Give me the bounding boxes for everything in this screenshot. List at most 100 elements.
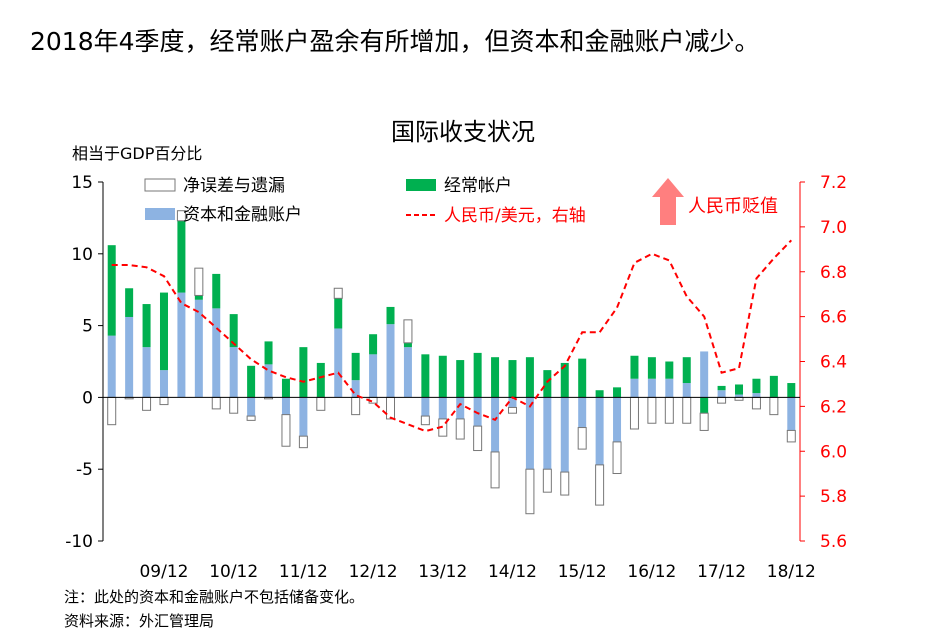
bar-errors-omissions xyxy=(647,396,657,424)
y-ticks: 15 10 5 0 -5 -10 xyxy=(65,173,103,552)
bar-current-account xyxy=(107,245,116,336)
y-tick-label: -5 xyxy=(76,460,93,480)
x-tick-label: 18/12 xyxy=(767,562,816,582)
bar-errors-omissions xyxy=(560,471,570,496)
bar-current-account xyxy=(752,378,761,394)
bar-capital-financial xyxy=(334,328,343,398)
bar-errors-omissions xyxy=(211,396,221,410)
y-tick-label: 0 xyxy=(82,388,93,408)
up-arrow-icon xyxy=(652,178,684,225)
bar-current-account xyxy=(647,357,656,379)
y-tick-label: 5 xyxy=(82,317,93,337)
legend-label-errors: 净误差与遗漏 xyxy=(183,176,285,196)
y2-tick-label: 6.2 xyxy=(820,397,847,417)
bar-capital-financial xyxy=(700,351,709,398)
bar-capital-financial xyxy=(630,378,639,398)
x-tick-label: 12/12 xyxy=(349,562,398,582)
bar-capital-financial xyxy=(194,299,203,398)
bar-current-account xyxy=(229,314,238,348)
bar-errors-omissions xyxy=(682,396,692,424)
bar-capital-financial xyxy=(735,394,744,398)
bar-current-account xyxy=(525,357,534,398)
bar-errors-omissions xyxy=(281,414,291,447)
bar-current-account xyxy=(421,354,430,398)
bar-errors-omissions xyxy=(473,425,483,452)
bar-capital-financial xyxy=(369,354,378,398)
bar-errors-omissions xyxy=(769,396,779,416)
y-axis-label: 相当于GDP百分比 xyxy=(72,144,203,163)
bar-current-account xyxy=(177,220,186,293)
bar-capital-financial xyxy=(142,347,151,398)
bar-current-account xyxy=(142,304,151,348)
bar-current-account xyxy=(264,341,273,365)
y2-tick-label: 6.6 xyxy=(820,308,847,328)
bar-current-account xyxy=(159,292,168,371)
bar-capital-financial xyxy=(212,308,221,398)
y-tick-label: -10 xyxy=(65,532,93,552)
bar-errors-omissions xyxy=(595,464,605,506)
chart-title: 国际收支状况 xyxy=(391,118,535,146)
y2-tick-label: 6.4 xyxy=(820,353,847,373)
bar-current-account xyxy=(560,362,569,398)
source-note: 资料来源：外汇管理局 xyxy=(64,612,215,630)
headline: 2018年4季度，经常账户盈余有所增加，但资本和金融账户减少。 xyxy=(30,27,760,56)
bar-errors-omissions xyxy=(298,435,308,449)
bar-current-account xyxy=(247,365,256,398)
legend-swatch-capital xyxy=(145,208,175,220)
x-tick-label: 16/12 xyxy=(627,562,676,582)
axes-layer xyxy=(102,182,801,541)
bar-current-account xyxy=(665,361,674,379)
y2-tick-label: 7.2 xyxy=(820,173,847,193)
bar-current-account xyxy=(438,355,447,398)
bar-errors-omissions xyxy=(699,412,709,431)
bar-capital-financial xyxy=(125,316,134,398)
y2-tick-label: 6.0 xyxy=(820,442,847,462)
bar-errors-omissions xyxy=(176,210,186,222)
bar-errors-omissions xyxy=(612,441,622,475)
bar-errors-omissions xyxy=(542,468,552,493)
x-tick-label: 13/12 xyxy=(418,562,467,582)
y2-tick-label: 5.8 xyxy=(820,487,847,507)
depreciation-annotation: 人民币贬值 xyxy=(652,178,778,225)
bar-current-account xyxy=(735,384,744,395)
x-tick-label: 15/12 xyxy=(558,562,607,582)
bar-errors-omissions xyxy=(751,396,761,410)
bar-errors-omissions xyxy=(386,396,396,420)
bar-errors-omissions xyxy=(455,418,465,440)
bar-capital-financial xyxy=(595,397,604,465)
bar-capital-financial xyxy=(281,397,290,415)
bar-current-account xyxy=(299,347,308,398)
bar-current-account xyxy=(700,397,709,414)
legend-label-capital: 资本和金融账户 xyxy=(183,205,302,225)
x-tick-label: 14/12 xyxy=(488,562,537,582)
bar-capital-financial xyxy=(665,378,674,398)
legend-swatch-current xyxy=(406,179,436,191)
bar-capital-financial xyxy=(525,397,534,470)
bar-current-account xyxy=(212,273,221,309)
y-tick-label: 15 xyxy=(71,173,93,193)
bar-capital-financial xyxy=(560,397,569,473)
bar-current-account xyxy=(194,295,203,300)
bar-errors-omissions xyxy=(316,396,326,411)
bar-current-account xyxy=(351,352,360,381)
bar-capital-financial xyxy=(613,397,622,442)
y-tick-label: 10 xyxy=(71,245,93,265)
bar-current-account xyxy=(491,357,500,398)
bar-current-account xyxy=(595,390,604,398)
y2-tick-label: 6.8 xyxy=(820,263,847,283)
bar-capital-financial xyxy=(177,292,186,398)
bars-layer xyxy=(107,210,796,515)
bar-current-account xyxy=(769,375,778,398)
bar-errors-omissions xyxy=(246,415,256,421)
bar-capital-financial xyxy=(682,383,691,398)
y2-tick-label: 7.0 xyxy=(820,218,847,238)
bar-capital-financial xyxy=(386,324,395,398)
bar-errors-omissions xyxy=(717,396,727,404)
bar-errors-omissions xyxy=(507,406,517,414)
y2-ticks: 7.2 7.0 6.8 6.6 6.4 6.2 6.0 5.8 5.6 xyxy=(800,173,847,552)
bar-capital-financial xyxy=(578,397,587,428)
bar-current-account xyxy=(369,334,378,355)
x-tick-label: 11/12 xyxy=(279,562,328,582)
bar-capital-financial xyxy=(247,397,256,417)
